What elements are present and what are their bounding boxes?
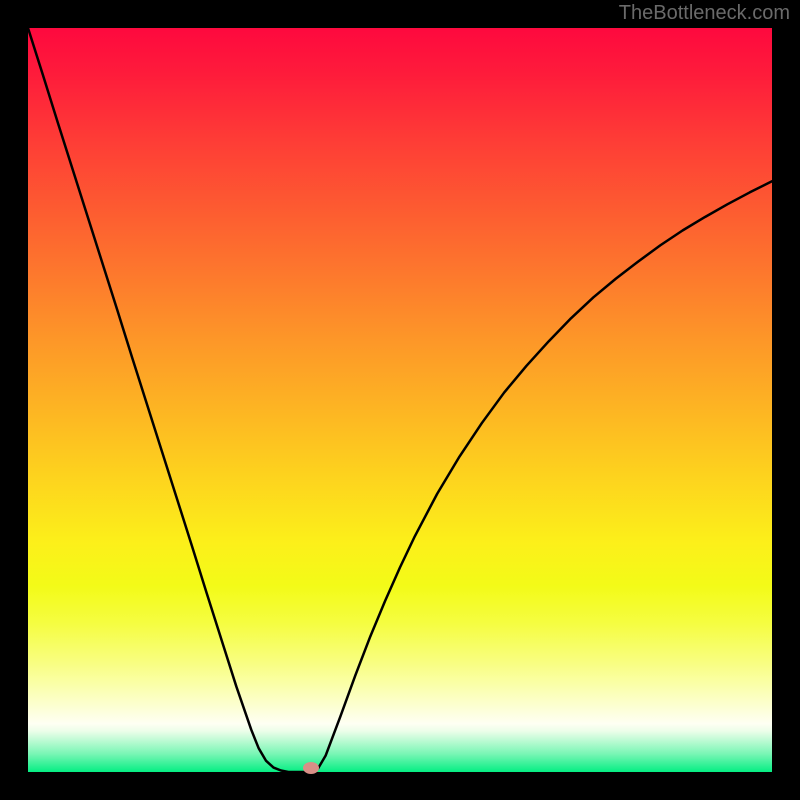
optimum-marker: [303, 762, 319, 774]
plot-area: [28, 28, 772, 772]
watermark-text: TheBottleneck.com: [619, 2, 790, 25]
bottleneck-curve: [28, 28, 772, 772]
